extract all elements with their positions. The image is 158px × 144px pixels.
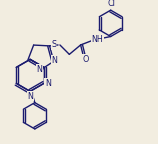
Text: S: S	[52, 40, 57, 49]
Text: O: O	[82, 55, 88, 64]
Text: N: N	[36, 65, 42, 74]
Text: N: N	[52, 56, 58, 65]
Text: N: N	[27, 92, 33, 101]
Text: Cl: Cl	[108, 0, 115, 8]
Text: NH: NH	[92, 35, 103, 44]
Text: N: N	[45, 79, 51, 88]
